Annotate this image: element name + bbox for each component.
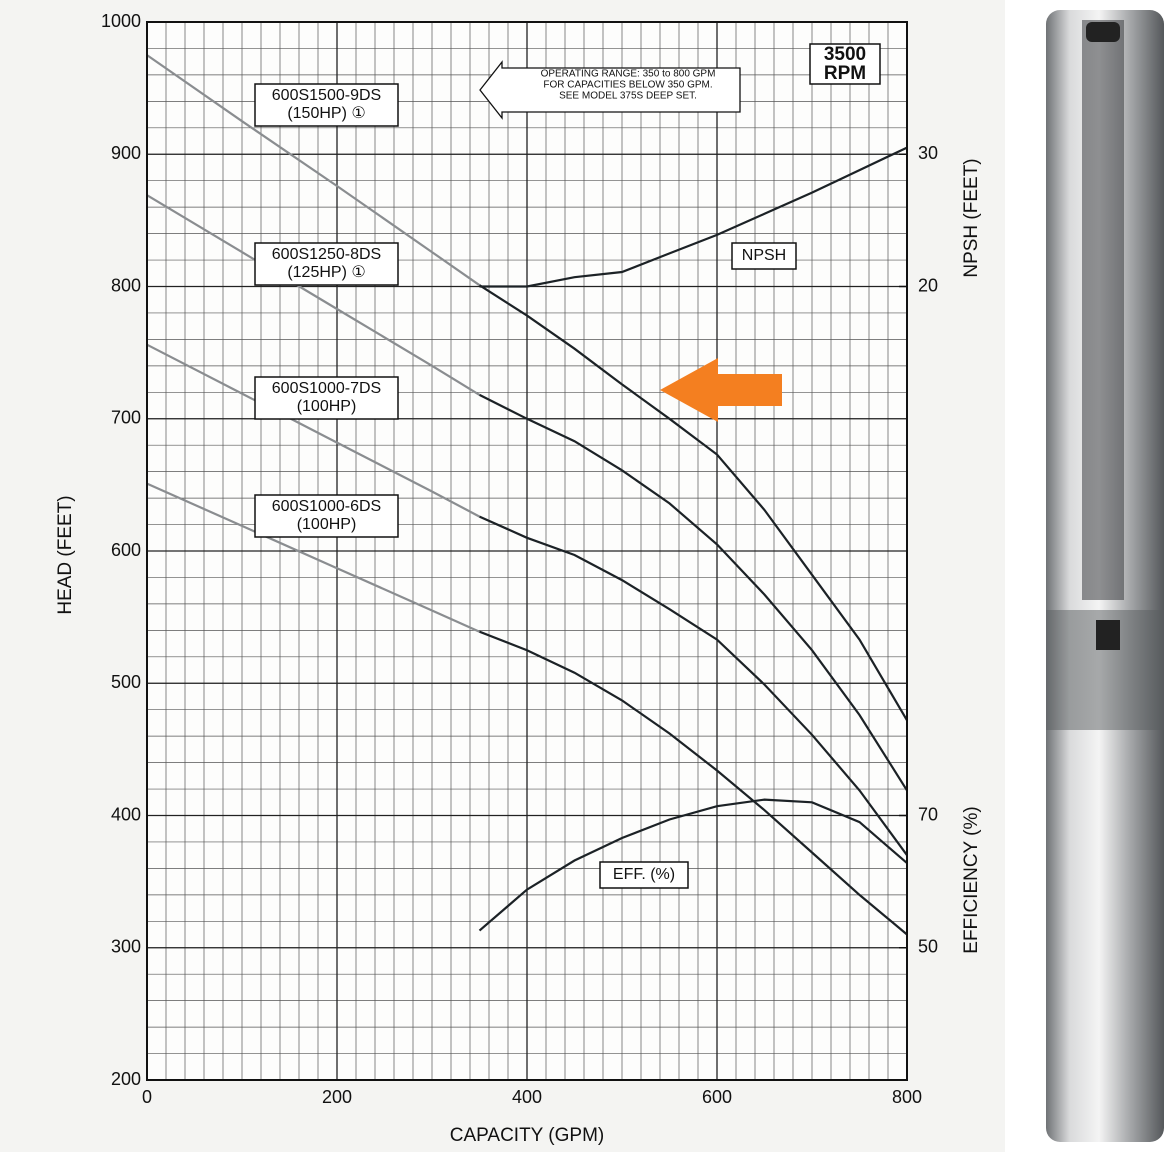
note-line: SEE MODEL 375S DEEP SET. xyxy=(559,91,697,102)
legend-label: NPSH xyxy=(742,247,786,264)
legend-label: 600S1250-8DS xyxy=(272,246,381,263)
pump-image xyxy=(1040,0,1164,1152)
speed-unit: RPM xyxy=(824,63,866,84)
y-tick-label: 500 xyxy=(111,672,141,692)
y2-tick-label: 20 xyxy=(918,275,938,295)
y3-axis-title: EFFICIENCY (%) xyxy=(961,806,982,953)
y-tick-label: 1000 xyxy=(101,11,141,31)
x-tick-label: 0 xyxy=(142,1087,152,1107)
x-tick-label: 600 xyxy=(702,1087,732,1107)
y-tick-label: 700 xyxy=(111,408,141,428)
x-tick-label: 200 xyxy=(322,1087,352,1107)
legend-label: 600S1000-6DS xyxy=(272,498,381,515)
x-axis-title: CAPACITY (GPM) xyxy=(450,1125,604,1146)
legend-rating: (125HP) ① xyxy=(287,264,365,281)
y-tick-label: 600 xyxy=(111,540,141,560)
y-tick-label: 400 xyxy=(111,804,141,824)
x-tick-label: 800 xyxy=(892,1087,922,1107)
pump-port xyxy=(1096,620,1120,650)
note-line: OPERATING RANGE: 350 to 800 GPM xyxy=(541,69,716,80)
y3-tick-label: 50 xyxy=(918,937,938,957)
x-tick-label: 400 xyxy=(512,1087,542,1107)
y2-axis-title: NPSH (FEET) xyxy=(961,158,982,277)
pump-cable xyxy=(1082,20,1124,600)
y-tick-label: 200 xyxy=(111,1069,141,1089)
y-tick-label: 900 xyxy=(111,143,141,163)
y2-tick-label: 30 xyxy=(918,143,938,163)
pump-top xyxy=(1086,22,1120,42)
grid xyxy=(147,22,907,1080)
legend-label: 600S1500-9DS xyxy=(272,87,381,104)
note: OPERATING RANGE: 350 to 800 GPM FOR CAPA… xyxy=(480,62,740,118)
note-line: FOR CAPACITIES BELOW 350 GPM. xyxy=(543,80,712,91)
chart: CAPACITY (GPM) HEAD (FEET) NPSH (FEET) E… xyxy=(0,0,1164,1152)
y-tick-label: 800 xyxy=(111,275,141,295)
speed-value: 3500 xyxy=(824,44,866,65)
legend-label: 600S1000-7DS xyxy=(272,380,381,397)
y-axis-title: HEAD (FEET) xyxy=(55,495,76,614)
legend-rating: (150HP) ① xyxy=(287,105,365,122)
legend-rating: (100HP) xyxy=(297,516,357,533)
y3-tick-label: 70 xyxy=(918,804,938,824)
y-tick-label: 300 xyxy=(111,937,141,957)
speed-box: 3500 RPM xyxy=(810,44,880,84)
legend-rating: (100HP) xyxy=(297,398,357,415)
legend-label: EFF. (%) xyxy=(613,866,675,883)
